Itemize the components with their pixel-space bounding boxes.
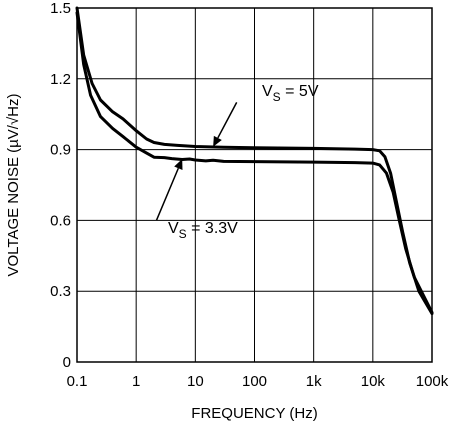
x-tick-labels: 0.1 1 10 100 1k 10k 100k (67, 373, 449, 390)
series-line-1 (75, 11, 434, 314)
annotation-arrow-head (213, 135, 222, 147)
y-tick-label: 0.9 (50, 142, 71, 159)
y-tick-label: 1.5 (50, 0, 71, 17)
x-tick-label: 100k (416, 373, 449, 390)
annotation-vs-3v3: VS = 3.3V (168, 220, 238, 241)
annotation-arrow-line (217, 102, 238, 139)
x-tick-label: 1k (306, 373, 322, 390)
y-tick-label: 0.6 (50, 212, 71, 229)
x-tick-label: 10 (187, 373, 204, 390)
x-tick-label: 0.1 (67, 373, 88, 390)
x-axis-label: FREQUENCY (Hz) (191, 405, 317, 422)
annotation-vs-5v: VS = 5V (262, 83, 319, 104)
annotation-arrows (155, 102, 238, 221)
annotation-arrow-head (174, 159, 183, 171)
y-tick-label: 1.2 (50, 71, 71, 88)
x-tick-label: 1 (132, 373, 140, 390)
y-tick-label: 0 (63, 354, 71, 371)
annotations: VS = 5V VS = 3.3V (168, 83, 319, 241)
grid (76, 7, 433, 363)
x-tick-label: 100 (242, 373, 267, 390)
x-tick-label: 10k (361, 373, 386, 390)
curves (75, 6, 434, 316)
y-tick-label: 0.3 (50, 283, 71, 300)
plot-frame (76, 7, 433, 363)
y-axis-label: VOLTAGE NOISE (µV/√Hz) (5, 93, 22, 276)
y-tick-labels: 0 0.3 0.6 0.9 1.2 1.5 (50, 0, 71, 371)
annotation-arrow-line (155, 167, 180, 221)
